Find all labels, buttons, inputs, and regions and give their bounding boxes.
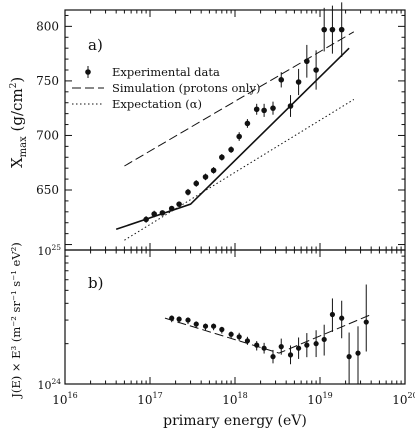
panel-b-label: b) xyxy=(88,274,103,292)
panel-a-marks xyxy=(115,2,355,241)
data-point xyxy=(168,205,175,212)
legend-marker xyxy=(85,69,91,75)
data-point xyxy=(321,336,327,343)
data-point xyxy=(261,107,267,114)
x-tick-label-exp: 16 xyxy=(68,391,78,400)
y-tick-label: 650 xyxy=(36,183,59,197)
data-point xyxy=(287,103,294,109)
data-point xyxy=(219,154,225,161)
data-point xyxy=(261,345,267,351)
x-tick-label-base: 10 xyxy=(137,393,152,407)
y-tick-label: 700 xyxy=(36,128,59,142)
x-tick-label: 1019 xyxy=(307,391,332,407)
data-point xyxy=(313,67,319,73)
x-tick-label-base: 10 xyxy=(222,393,237,407)
data-point xyxy=(363,319,369,325)
panel-a-frame xyxy=(64,9,406,251)
x-tick-label: 1020 xyxy=(392,391,415,407)
fit-line xyxy=(164,314,372,354)
data-point xyxy=(176,316,182,322)
x-tick-label-exp: 20 xyxy=(408,391,415,400)
panel-a-label: a) xyxy=(88,36,103,54)
y-tick-label: 800 xyxy=(36,19,59,33)
series-simulation-protons-only-line xyxy=(124,31,355,167)
data-point xyxy=(169,315,175,321)
y-tick-label: 1025 xyxy=(37,243,61,258)
x-tick-label: 1017 xyxy=(137,391,162,407)
legend: Experimental data Simulation (protons on… xyxy=(72,65,260,111)
data-point xyxy=(295,345,302,351)
y-axis-label-b: J(E) × E³ (m⁻² sr⁻¹ s⁻¹ eV²) xyxy=(9,242,23,399)
legend-entry-experimental: Experimental data xyxy=(112,65,220,79)
data-point xyxy=(304,342,310,348)
data-point xyxy=(244,338,251,344)
y-axis-label-a-end: ) xyxy=(8,77,26,83)
data-point xyxy=(202,174,209,180)
data-point xyxy=(329,311,336,318)
y-tick-label-exp: 24 xyxy=(51,377,61,386)
panel-b-frame xyxy=(64,249,406,385)
data-point xyxy=(313,341,319,347)
y-tick-label: 1024 xyxy=(37,377,61,392)
x-tick-label-base: 10 xyxy=(392,393,407,407)
x-tick-label-base: 10 xyxy=(52,393,67,407)
y-axis-label-a-tail: (g/cm xyxy=(8,88,26,136)
data-point xyxy=(143,216,149,223)
data-point xyxy=(270,354,276,360)
legend-entry-simulation: Simulation (protons only) xyxy=(112,81,260,95)
y-tick-label-base: 10 xyxy=(37,379,51,392)
data-point xyxy=(236,133,242,140)
data-point xyxy=(193,321,199,327)
x-tick-label-exp: 17 xyxy=(153,391,163,400)
data-point xyxy=(287,352,294,358)
data-point xyxy=(151,211,157,217)
data-point xyxy=(338,26,345,33)
series-expectation-line xyxy=(124,99,355,241)
data-point xyxy=(210,167,217,174)
data-point xyxy=(295,79,302,85)
data-point xyxy=(304,58,310,65)
y-tick-label: 750 xyxy=(36,74,59,88)
panel-b-axes: 1016101710181019102010241025 xyxy=(37,243,415,407)
y-axis-label-a-main: X xyxy=(8,157,26,168)
data-point xyxy=(270,105,276,111)
x-tick-label-exp: 19 xyxy=(323,391,333,400)
data-point xyxy=(339,315,345,321)
data-point xyxy=(193,180,200,187)
series-fit-line xyxy=(115,47,350,231)
data-point xyxy=(253,106,260,113)
panel-b-marks xyxy=(164,284,372,384)
data-point xyxy=(355,350,361,356)
data-point xyxy=(236,334,242,340)
y-axis-label-a: Xmax (g/cm2) xyxy=(8,77,29,168)
data-point xyxy=(228,146,234,153)
x-tick-label: 1016 xyxy=(52,391,77,407)
y-axis-label-a-sub: max xyxy=(18,136,29,157)
x-tick-label-exp: 18 xyxy=(238,391,248,400)
x-tick-label-base: 10 xyxy=(307,393,322,407)
data-point xyxy=(202,323,209,329)
data-point xyxy=(210,323,217,329)
data-point xyxy=(159,210,166,216)
data-point xyxy=(228,331,234,337)
data-point xyxy=(185,189,191,195)
legend-entry-expectation: Expectation (α) xyxy=(112,97,202,111)
data-point xyxy=(219,326,225,333)
data-point xyxy=(321,26,327,33)
data-point xyxy=(176,201,182,207)
y-tick-label-exp: 25 xyxy=(51,243,61,252)
panel-a-axes: 650 700 750 800 xyxy=(36,10,406,250)
data-point xyxy=(329,26,336,33)
data-point xyxy=(185,317,191,323)
data-point xyxy=(254,342,260,348)
data-point xyxy=(244,120,251,127)
data-point xyxy=(278,77,285,83)
y-tick-label-base: 10 xyxy=(37,245,51,258)
y-axis-label-a-sup: 2 xyxy=(9,83,19,89)
x-tick-label: 1018 xyxy=(222,391,247,407)
x-axis-label: primary energy (eV) xyxy=(163,413,307,429)
data-point xyxy=(278,344,284,350)
data-point xyxy=(346,354,352,360)
